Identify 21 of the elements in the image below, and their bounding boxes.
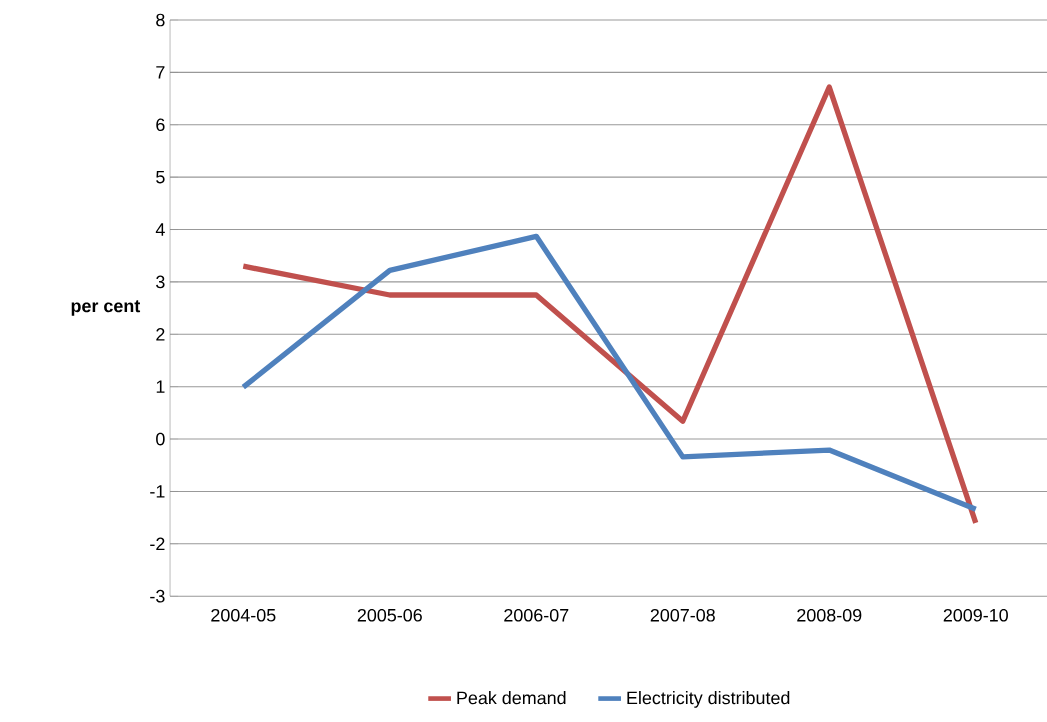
y-tick-label: 6: [156, 118, 165, 131]
x-tick-label: 2004-05: [211, 608, 276, 622]
y-axis-title: per cent: [71, 300, 141, 316]
y-tick-label: -1: [150, 485, 165, 498]
y-tick-label: -2: [150, 537, 165, 550]
y-tick-label: 8: [156, 13, 165, 27]
y-tick-label: 3: [156, 275, 165, 289]
x-tick-label: 2007-08: [650, 608, 715, 622]
x-tick-label: 2005-06: [357, 608, 422, 622]
y-tick-label: 0: [156, 432, 165, 446]
x-tick-label: 2008-09: [797, 608, 862, 622]
x-tick-label: 2009-10: [943, 608, 1008, 622]
y-tick-label: 4: [155, 223, 165, 236]
y-tick-label: 1: [156, 380, 165, 393]
y-tick-label: 2: [156, 327, 165, 341]
legend-label: Peak demand: [457, 690, 566, 705]
legend-label: Electricity distributed: [627, 690, 790, 708]
y-tick-label: 5: [156, 170, 165, 184]
x-tick-label: 2006-07: [504, 608, 569, 622]
y-tick-label: 7: [156, 66, 165, 79]
y-tick-label: -3: [150, 589, 165, 603]
